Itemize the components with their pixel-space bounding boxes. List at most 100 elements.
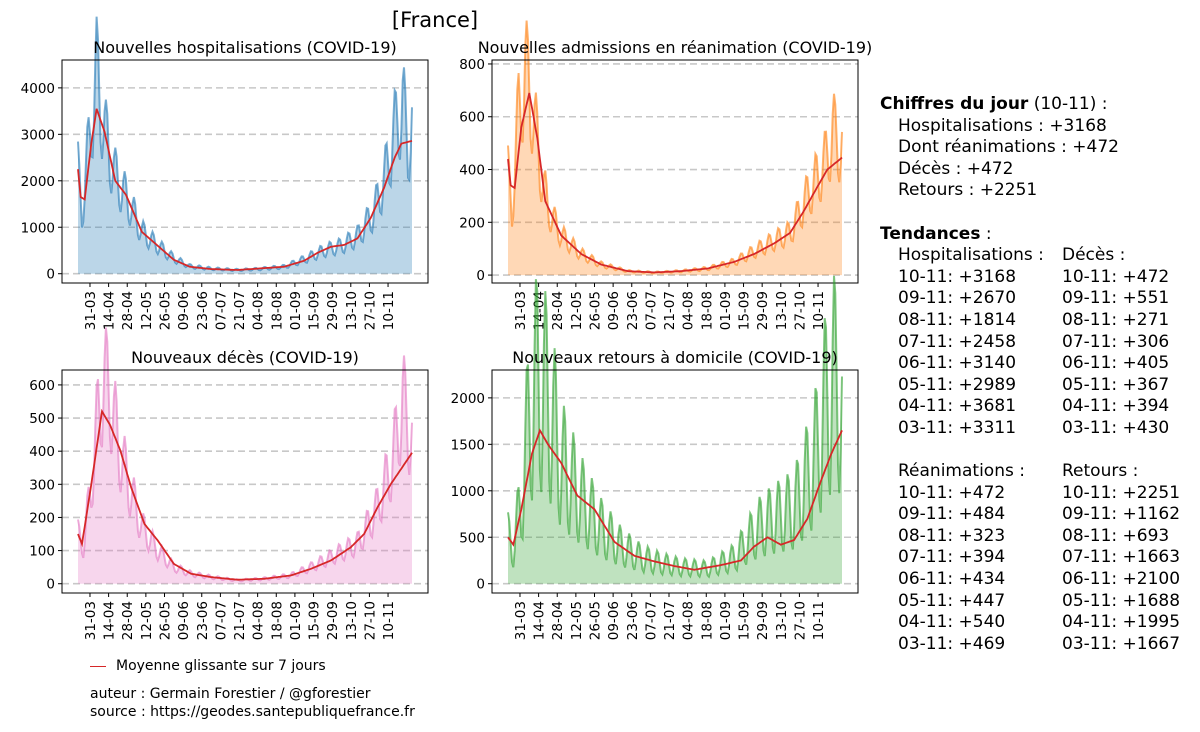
x-tick-label: 27-10 <box>792 601 808 640</box>
x-tick-label: 21-07 <box>232 601 248 640</box>
x-tick-label: 28-04 <box>120 601 136 640</box>
y-tick-label: 800 <box>459 57 485 73</box>
trend-value: 09-11: +2670 <box>898 288 1017 309</box>
trend-value: 08-11: +271 <box>1062 309 1170 330</box>
x-tick-label: 15-09 <box>307 291 323 330</box>
x-tick-label: 07-07 <box>213 291 229 330</box>
x-tick-label: 10-11 <box>381 601 397 640</box>
trend-column-hospitalisations: Hospitalisations : 10-11: +3168 09-11: +2… <box>880 245 1062 439</box>
y-tick-label: 0 <box>46 267 55 283</box>
x-tick-label: 04-08 <box>681 601 697 640</box>
y-tick-label: 4000 <box>21 81 55 97</box>
trend-value: 06-11: +434 <box>898 569 1006 590</box>
y-tick-label: 1000 <box>451 484 485 500</box>
column-header: Réanimations : <box>898 461 1025 482</box>
x-tick-label: 07-07 <box>213 601 229 640</box>
trends-block-1: Hospitalisations : 10-11: +3168 09-11: +2… <box>880 245 1195 439</box>
x-tick-label: 31-03 <box>513 601 529 640</box>
trend-value: 08-11: +693 <box>1062 525 1170 546</box>
x-tick-label: 31-03 <box>513 291 529 330</box>
y-tick-label: 2000 <box>21 174 55 190</box>
y-tick-label: 0 <box>476 577 485 593</box>
trend-value: 05-11: +2989 <box>898 374 1017 395</box>
x-tick-label: 23-06 <box>625 291 641 330</box>
today-deces: Décès : +472 <box>898 158 1014 179</box>
trend-value: 09-11: +551 <box>1062 288 1170 309</box>
plot-frame <box>491 369 859 594</box>
moving-average-line <box>507 92 843 274</box>
trend-value: 10-11: +472 <box>1062 266 1170 287</box>
trend-value: 10-11: +472 <box>898 482 1006 503</box>
trends-label: Tendances <box>880 223 981 244</box>
figure-title: [France] <box>392 8 478 32</box>
x-tick-label: 23-06 <box>195 601 211 640</box>
x-tick-label: 27-10 <box>362 601 378 640</box>
trend-value: 10-11: +2251 <box>1062 482 1181 503</box>
x-tick-label: 07-07 <box>643 291 659 330</box>
trend-value: 07-11: +306 <box>1062 331 1170 352</box>
legend-swatch <box>90 665 106 667</box>
trend-column-reanimations: Réanimations : 10-11: +472 09-11: +484 08-… <box>880 461 1062 655</box>
x-tick-label: 07-07 <box>643 601 659 640</box>
column-header: Décès : <box>1062 245 1126 266</box>
trend-value: 03-11: +1667 <box>1062 633 1181 654</box>
x-tick-label: 21-07 <box>662 291 678 330</box>
x-tick-label: 31-03 <box>83 601 99 640</box>
y-tick-label: 1000 <box>21 220 55 236</box>
trend-value: 08-11: +1814 <box>898 309 1017 330</box>
x-tick-label: 14-04 <box>102 601 118 640</box>
trend-column-retours: Retours : 10-11: +2251 09-11: +1162 08-11:… <box>1062 461 1192 655</box>
x-tick-label: 10-11 <box>811 601 827 640</box>
trend-value: 07-11: +394 <box>898 547 1006 568</box>
spacer <box>880 440 1195 462</box>
daily-series-line <box>507 275 843 579</box>
trends-block-2: Réanimations : 10-11: +472 09-11: +484 08-… <box>880 461 1195 655</box>
trend-value: 09-11: +484 <box>898 504 1006 525</box>
y-tick-label: 3000 <box>21 127 55 143</box>
y-tick-label: 500 <box>29 411 55 427</box>
chart-panel-1: 0 1000 2000 3000 4000 31-03 14-04 28-04 12-05 26-… <box>21 16 429 330</box>
y-tick-label: 0 <box>476 268 485 284</box>
moving-average-line <box>77 108 413 271</box>
trends-heading: Tendances : <box>880 224 1195 246</box>
x-tick-label: 21-07 <box>662 601 678 640</box>
daily-series-line <box>507 20 843 275</box>
daily-area <box>78 16 412 274</box>
x-tick-label: 28-04 <box>120 291 136 330</box>
x-tick-label: 14-04 <box>532 601 548 640</box>
x-tick-label: 27-10 <box>792 291 808 330</box>
trend-value: 04-11: +540 <box>898 612 1006 633</box>
y-tick-label: 0 <box>46 577 55 593</box>
today-retours: Retours : +2251 <box>898 180 1038 201</box>
y-tick-label: 300 <box>29 477 55 493</box>
x-tick-label: 13-10 <box>344 291 360 330</box>
x-tick-label: 01-09 <box>718 601 734 640</box>
trend-value: 10-11: +3168 <box>898 266 1017 287</box>
x-tick-label: 27-10 <box>362 291 378 330</box>
x-tick-label: 04-08 <box>251 601 267 640</box>
x-tick-label: 29-09 <box>755 291 771 330</box>
trend-value: 06-11: +405 <box>1062 353 1170 374</box>
today-label: Chiffres du jour <box>880 94 1029 114</box>
x-tick-label: 14-04 <box>102 291 118 330</box>
x-tick-label: 21-07 <box>232 291 248 330</box>
footer-author: auteur : Germain Forestier / @gforestier <box>90 686 371 702</box>
trend-value: 03-11: +430 <box>1062 417 1170 438</box>
trend-value: 03-11: +3311 <box>898 417 1017 438</box>
x-tick-label: 26-05 <box>157 291 173 330</box>
x-tick-label: 31-03 <box>83 291 99 330</box>
x-tick-label: 12-05 <box>569 601 585 640</box>
x-tick-label: 09-06 <box>606 601 622 640</box>
x-tick-label: 26-05 <box>587 601 603 640</box>
y-tick-label: 500 <box>459 530 485 546</box>
chart-title: Nouvelles admissions en réanimation (COV… <box>478 38 873 57</box>
legend: Moyenne glissante sur 7 jours <box>90 658 326 674</box>
x-tick-label: 04-08 <box>681 291 697 330</box>
today-hospitalisations: Hospitalisations : +3168 <box>898 115 1107 136</box>
plot-frame <box>61 369 429 594</box>
x-tick-label: 09-06 <box>176 291 192 330</box>
trend-value: 03-11: +469 <box>898 633 1006 654</box>
